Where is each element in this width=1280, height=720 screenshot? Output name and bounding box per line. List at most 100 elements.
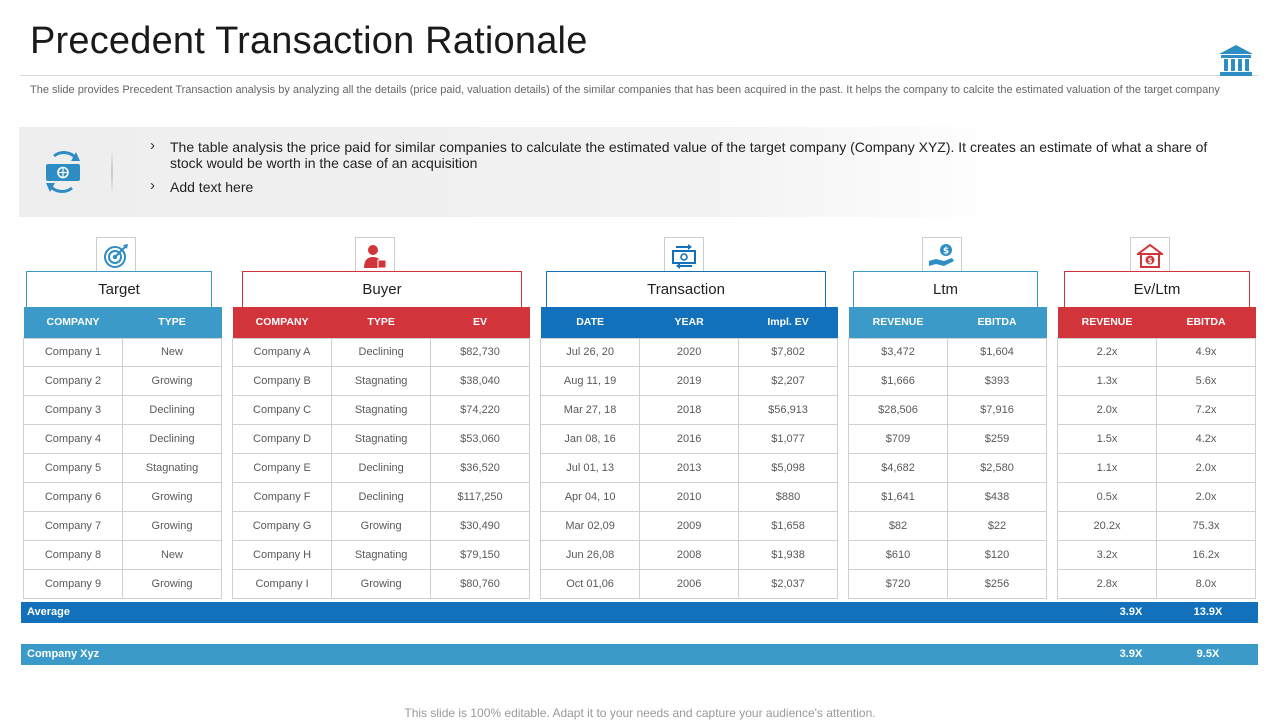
table-cell: Stagnating (331, 366, 432, 397)
table-cell: Aug 11, 19 (539, 366, 641, 397)
table-cell: Growing (122, 568, 222, 599)
table-row: Company 1 New (23, 337, 222, 368)
table-cell: 2018 (639, 395, 740, 426)
table-cell: Company 4 (23, 424, 123, 455)
table-row: 1.5x 4.2x (1057, 424, 1256, 455)
table-cell: Company G (231, 510, 333, 541)
table-row: $720 $256 (848, 568, 1047, 599)
table-cell: $79,150 (430, 539, 530, 570)
column-header: TYPE (331, 307, 431, 338)
table-cell: Growing (331, 510, 432, 541)
table-cell: $7,916 (947, 395, 1047, 426)
table-row: 3.2x 16.2x (1057, 539, 1256, 570)
table-cell: Company 6 (23, 481, 123, 512)
table-row: Company 8 New (23, 539, 222, 570)
svg-text:$: $ (943, 246, 949, 256)
table-row: Jul 26, 20 2020 $7,802 (539, 337, 838, 368)
target-label: Target (26, 271, 212, 307)
table-cell: $3,472 (848, 337, 948, 368)
bullet-item: Add text here (150, 178, 1230, 195)
table-row: 1.1x 2.0x (1057, 453, 1256, 483)
table-cell: $256 (947, 568, 1047, 599)
column-header: REVENUE (848, 307, 948, 338)
table-row: 20.2x 75.3x (1057, 510, 1256, 541)
table-cell: Company A (231, 337, 333, 368)
column-header: EV (430, 307, 530, 338)
table-cell: Stagnating (331, 539, 432, 570)
table-cell: $28,506 (848, 395, 948, 426)
table-row: Company 2 Growing (23, 366, 222, 397)
table-row: Jan 08, 16 2016 $1,077 (539, 424, 838, 455)
table-row: $28,506 $7,916 (848, 395, 1047, 426)
table-cell: $2,037 (738, 568, 838, 599)
table-row: Company 3 Declining (23, 395, 222, 426)
table-cell: 7.2x (1156, 395, 1256, 426)
table-cell: $2,580 (947, 453, 1047, 483)
table-row: 2.0x 7.2x (1057, 395, 1256, 426)
table-cell: 2.2x (1057, 337, 1157, 368)
table-cell: 3.2x (1057, 539, 1157, 570)
bullet-list: The table analysis the price paid for si… (150, 138, 1230, 203)
table-cell: Company B (231, 366, 333, 397)
column-header: COMPANY (23, 307, 123, 338)
table-cell: 8.0x (1156, 568, 1256, 599)
table-cell: Declining (331, 453, 432, 483)
column-header: REVENUE (1057, 307, 1157, 338)
title-divider (20, 75, 1258, 76)
table-row: Company E Declining $36,520 (231, 453, 530, 483)
table-row: Company 7 Growing (23, 510, 222, 541)
table-cell: 2009 (639, 510, 740, 541)
buyer-label: Buyer (242, 271, 522, 307)
table-cell: Company I (231, 568, 333, 599)
table-cell: Stagnating (122, 453, 222, 483)
table-row: Company B Stagnating $38,040 (231, 366, 530, 397)
table-cell: $7,802 (738, 337, 838, 368)
table-cell: 2013 (639, 453, 740, 483)
average-ebitda: 13.9X (1193, 606, 1223, 618)
table-cell: $53,060 (430, 424, 530, 455)
table-row: Company F Declining $117,250 (231, 481, 530, 512)
table-cell: Declining (122, 424, 222, 455)
column-header: DATE (540, 307, 640, 338)
table-cell: Company F (231, 481, 333, 512)
table-cell: 4.9x (1156, 337, 1256, 368)
table-row: 2.2x 4.9x (1057, 337, 1256, 368)
svg-text:$: $ (1148, 257, 1153, 265)
column-header: Impl. EV (738, 307, 838, 338)
table-cell: Company 5 (23, 453, 123, 483)
column-header: EBITDA (1156, 307, 1256, 338)
table-cell: $610 (848, 539, 948, 570)
table-row: Jul 01, 13 2013 $5,098 (539, 453, 838, 483)
table-cell: Company C (231, 395, 333, 426)
table-cell: Jun 26,08 (539, 539, 641, 570)
column-header: EBITDA (947, 307, 1047, 338)
table-cell: $30,490 (430, 510, 530, 541)
table-cell: $1,658 (738, 510, 838, 541)
target-icon (104, 243, 128, 268)
table-cell: Growing (122, 510, 222, 541)
table-row: $709 $259 (848, 424, 1047, 455)
table-cell: $80,760 (430, 568, 530, 599)
table-cell: $1,938 (738, 539, 838, 570)
company-xyz-ebitda: 9.5X (1196, 648, 1220, 660)
table-row: Mar 27, 18 2018 $56,913 (539, 395, 838, 426)
table-cell: 16.2x (1156, 539, 1256, 570)
table-cell: Growing (122, 481, 222, 512)
table-cell: $1,666 (848, 366, 948, 397)
table-row: $3,472 $1,604 (848, 337, 1047, 368)
table-row: Jun 26,08 2008 $1,938 (539, 539, 838, 570)
table-cell: Company 9 (23, 568, 123, 599)
table-header-row: COMPANY TYPE (23, 307, 222, 338)
table-cell: $2,207 (738, 366, 838, 397)
table-cell: 20.2x (1057, 510, 1157, 541)
target-table: COMPANY TYPE Company 1 New Company 2 Growing… (23, 307, 222, 599)
table-cell: 2006 (639, 568, 740, 599)
table-row: 0.5x 2.0x (1057, 481, 1256, 512)
bullet-item: The table analysis the price paid for si… (150, 138, 1230, 171)
table-cell: 2019 (639, 366, 740, 397)
table-row: Company H Stagnating $79,150 (231, 539, 530, 570)
table-cell: Jul 01, 13 (539, 453, 641, 483)
table-cell: 4.2x (1156, 424, 1256, 455)
table-row: Company D Stagnating $53,060 (231, 424, 530, 455)
transaction-icon-box (664, 237, 704, 273)
